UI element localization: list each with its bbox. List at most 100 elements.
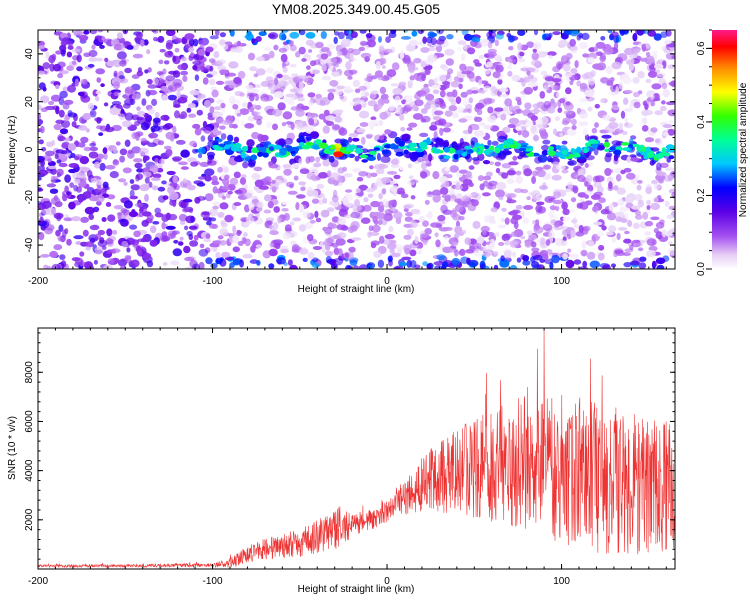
heatmap-cell	[650, 203, 659, 210]
heatmap-cell	[412, 113, 424, 120]
heatmap-cell	[38, 169, 48, 176]
heatmap-cell	[212, 201, 221, 207]
heatmap-cell	[95, 68, 106, 75]
heatmap-cell	[413, 57, 422, 64]
heatmap-cell	[258, 185, 269, 190]
heatmap-cell	[347, 76, 353, 80]
heatmap-cell	[662, 88, 670, 98]
heatmap-cell	[306, 172, 316, 180]
heatmap-cell	[168, 191, 179, 201]
heatmap-cell	[305, 32, 316, 39]
heatmap-cell	[192, 123, 201, 129]
heatmap-cell	[366, 134, 373, 139]
heatmap-cell	[541, 149, 549, 156]
heatmap-cell	[562, 63, 571, 72]
heatmap-cell	[432, 194, 441, 203]
heatmap-cell	[212, 186, 218, 194]
x-tick-label: -100	[203, 276, 223, 287]
heatmap-cell	[515, 175, 523, 184]
heatmap-cell	[584, 163, 589, 168]
heatmap-cell	[281, 201, 288, 205]
heatmap-cell	[434, 110, 444, 116]
heatmap-cell	[219, 228, 229, 236]
heatmap-cell	[232, 225, 237, 234]
heatmap-cell	[508, 46, 514, 51]
heatmap-cell	[136, 116, 144, 121]
heatmap-cell	[587, 78, 596, 86]
heatmap-cell	[124, 67, 132, 74]
heatmap-cell	[580, 158, 585, 166]
heatmap-cell	[126, 247, 131, 253]
heatmap-cell	[306, 65, 311, 70]
heatmap-cell	[302, 211, 312, 219]
heatmap-cell	[422, 261, 428, 267]
heatmap-cell	[209, 106, 215, 114]
colorbar: 0.00.20.40.6 Normalized spectral amplitu…	[696, 29, 749, 276]
heatmap-cell	[103, 102, 109, 107]
heatmap-cell	[551, 195, 556, 202]
heatmap-cell	[587, 240, 595, 247]
heatmap-cell	[298, 30, 306, 36]
heatmap-cell	[280, 248, 289, 254]
heatmap-cell	[561, 201, 568, 210]
heatmap-cell	[489, 161, 494, 166]
heatmap-cell	[471, 36, 481, 43]
heatmap-cell	[554, 221, 560, 228]
heatmap-cell	[370, 200, 381, 208]
heatmap-cell	[134, 120, 140, 127]
heatmap-cell	[546, 248, 553, 255]
heatmap-cell	[368, 119, 379, 127]
heatmap-cell	[415, 76, 422, 81]
heatmap-cell	[343, 173, 353, 178]
heatmap-cell	[97, 30, 104, 33]
heatmap-cell	[442, 209, 453, 215]
heatmap-cell	[468, 165, 475, 170]
heatmap-cell	[614, 41, 619, 50]
y-tick-label: 8000	[24, 361, 35, 384]
heatmap-cell	[251, 88, 260, 94]
heatmap-cell	[654, 63, 664, 70]
heatmap-cell	[124, 86, 135, 94]
heatmap-cell	[112, 149, 119, 154]
heatmap-cell	[483, 97, 493, 105]
heatmap-cell	[647, 30, 657, 37]
heatmap-cell	[315, 41, 324, 49]
heatmap-cell	[416, 248, 423, 255]
heatmap-cell	[420, 233, 430, 238]
heatmap-cell	[140, 140, 149, 145]
heatmap-cell	[213, 51, 220, 59]
heatmap-cell	[402, 57, 412, 65]
heatmap-cell	[59, 128, 69, 135]
heatmap-cell	[189, 140, 198, 147]
heatmap-peak-cell	[333, 151, 344, 158]
heatmap-cell	[626, 156, 632, 163]
heatmap-cell	[161, 231, 168, 238]
heatmap-cell	[173, 239, 179, 244]
heatmap-cell	[239, 177, 247, 185]
heatmap-cell	[477, 175, 485, 182]
heatmap-cell	[635, 30, 646, 35]
heatmap-cell	[561, 55, 568, 63]
heatmap-cell	[178, 241, 184, 246]
bottom-x-axis: -200 -100 0 100	[28, 328, 667, 587]
heatmap-cell	[214, 146, 224, 151]
heatmap-cell	[386, 69, 397, 78]
heatmap-cell	[390, 143, 397, 150]
heatmap-cell	[443, 155, 451, 160]
heatmap-cell	[507, 175, 516, 179]
heatmap-cell	[64, 137, 71, 142]
heatmap-cell	[38, 45, 46, 50]
heatmap-cell	[153, 36, 158, 42]
heatmap-cell	[220, 220, 226, 226]
heatmap-cell	[425, 162, 432, 167]
heatmap-cell	[536, 169, 546, 178]
heatmap-cell	[180, 166, 189, 170]
heatmap-cell	[182, 75, 188, 82]
heatmap-cell	[554, 116, 561, 122]
heatmap-cell	[148, 132, 159, 139]
heatmap-cell	[385, 36, 391, 43]
heatmap-cell	[360, 217, 371, 224]
heatmap-cell	[204, 193, 214, 202]
heatmap-cell	[307, 92, 316, 98]
heatmap-cell	[390, 164, 400, 168]
